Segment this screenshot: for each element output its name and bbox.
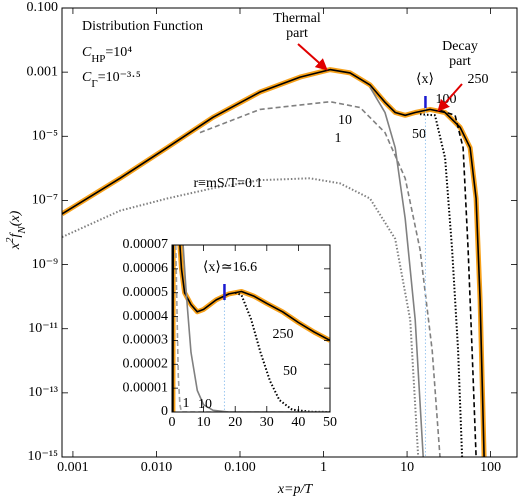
- y-axis-label-part: f: [8, 232, 23, 238]
- x-tick-label: 50: [323, 415, 337, 430]
- curve: [439, 109, 477, 457]
- param-symbol: C: [82, 45, 92, 60]
- curve: [62, 68, 485, 457]
- curve: [369, 86, 424, 457]
- param-sub: HP: [91, 53, 105, 65]
- annotation: Thermal: [273, 11, 321, 26]
- x-tick-label: 1: [320, 460, 327, 475]
- y-tick-label: 10⁻¹³: [28, 385, 58, 400]
- mean-label: ⟨x⟩≃16.6: [203, 260, 257, 275]
- curve: [234, 291, 330, 412]
- curve-label: 50: [412, 127, 426, 142]
- curve-label: 50: [283, 364, 297, 379]
- curve-label: 250: [273, 327, 294, 342]
- x-tick-label: 40: [291, 415, 305, 430]
- arrow: [297, 43, 328, 71]
- x-tick-label: 0.001: [57, 460, 89, 475]
- curve: [199, 100, 441, 457]
- y-axis-label-part: x: [8, 242, 23, 250]
- annotation: part: [449, 54, 471, 69]
- param-value: =10⁴: [105, 45, 132, 60]
- x-tick-label: 0.010: [141, 460, 173, 475]
- y-tick-label: 10⁻¹¹: [28, 321, 58, 336]
- curve: [62, 177, 420, 457]
- x-tick-label: 10: [400, 460, 414, 475]
- param-value: =10⁻³·⁵: [98, 70, 141, 85]
- annotation-param: CHP=10⁴: [82, 45, 132, 64]
- arrow: [437, 83, 463, 112]
- y-tick-label: 10⁻⁷: [32, 193, 58, 208]
- y-axis-label-part: N: [16, 226, 28, 235]
- y-tick-label: 0.00003: [123, 333, 169, 348]
- inset-background: [130, 236, 335, 434]
- frame: [61, 7, 518, 458]
- x-tick-label: 100: [480, 460, 501, 475]
- x-tick-label: 10: [197, 415, 211, 430]
- annotation-param: CΓ=10⁻³·⁵: [82, 70, 141, 89]
- y-axis-label-part: 2: [4, 237, 16, 243]
- curve-label: 10: [338, 113, 352, 128]
- inset-plot: 250 50 10 1 ⟨x⟩≃16.6 0 10 20 30 40 50 0 0.00001 0.000…: [123, 237, 338, 430]
- y-tick-label: 10⁻⁵: [32, 129, 58, 144]
- y-tick-label: 0.00005: [123, 285, 169, 300]
- curve: [419, 113, 464, 457]
- y-axis-label: x2fN(x): [4, 210, 28, 250]
- frame: [171, 244, 331, 413]
- x-tick-label: 0: [169, 415, 176, 430]
- y-tick-label: 0.001: [27, 64, 59, 79]
- y-tick-label: 10⁻⁹: [32, 257, 58, 272]
- annotation-title: Distribution Function: [82, 19, 203, 34]
- curve-label: 1: [183, 396, 190, 411]
- y-tick-label: 0: [161, 404, 168, 419]
- curve-label: 10: [198, 397, 212, 412]
- x-tick-label: 30: [260, 415, 274, 430]
- param-symbol: C: [82, 70, 92, 85]
- y-axis-label-part: (x): [8, 210, 23, 226]
- curve: [172, 245, 330, 412]
- curve-label: r≡mS/T=0.1: [193, 176, 262, 191]
- y-tick-label: 0.00006: [123, 261, 169, 276]
- annotation: part: [286, 26, 308, 41]
- curve-label: 1: [335, 131, 342, 146]
- x-tick-label: 0.100: [224, 460, 256, 475]
- mean-label: ⟨x⟩: [416, 72, 434, 87]
- x-axis-label: x=p/T: [277, 482, 314, 497]
- curves: [62, 67, 487, 457]
- y-tick-label: 0.00001: [123, 380, 169, 395]
- x-tick-label: 20: [228, 415, 242, 430]
- annotation: Decay: [442, 39, 478, 54]
- curve: [175, 245, 330, 412]
- y-tick-label: 0.100: [27, 0, 59, 15]
- y-tick-label: 0.00002: [123, 357, 169, 372]
- curve-label: 250: [468, 72, 489, 87]
- y-tick-label: 0.00007: [123, 237, 169, 252]
- y-tick-label: 0.00004: [123, 309, 169, 324]
- y-tick-label: 10⁻¹⁵: [28, 449, 59, 464]
- param-sub: Γ: [91, 78, 97, 90]
